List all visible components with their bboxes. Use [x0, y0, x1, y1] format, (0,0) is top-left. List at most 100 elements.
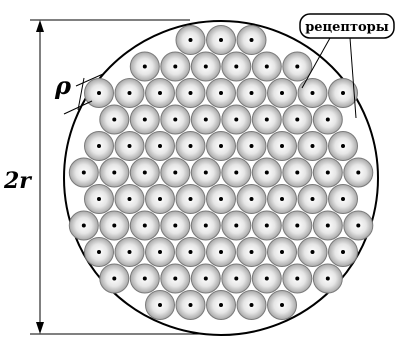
outer-circle [63, 20, 379, 336]
receptor-nucleus [127, 250, 132, 254]
receptor-nucleus [142, 276, 147, 281]
receptor-nucleus [249, 91, 254, 95]
receptor-nucleus [97, 144, 101, 148]
receptor-nucleus [127, 197, 132, 201]
receptor-nucleus [81, 170, 86, 175]
diameter-label: 2r [3, 168, 32, 194]
receptor-nucleus [173, 223, 178, 228]
receptor-nucleus [280, 144, 284, 148]
receptor-nucleus [203, 170, 208, 175]
receptor-nucleus [341, 144, 345, 148]
receptor-nucleus [325, 223, 330, 228]
receptor-nucleus [325, 170, 330, 175]
receptor-nucleus [142, 223, 147, 228]
receptor-nucleus [249, 250, 254, 254]
receptor-nucleus [280, 250, 284, 254]
receptor-nucleus [249, 38, 254, 42]
receptor-label-box [299, 13, 395, 39]
receptor-nucleus [295, 223, 300, 228]
receptor-nucleus [310, 91, 315, 95]
receptor-nucleus [234, 64, 239, 69]
receptor-nucleus [234, 223, 239, 228]
receptor-pointer-2 [349, 37, 357, 119]
receptor-nucleus [203, 117, 208, 122]
receptor-nucleus [188, 91, 193, 95]
receptor-nucleus [310, 144, 315, 148]
receptor-nucleus [310, 197, 315, 201]
receptor-nucleus [158, 91, 162, 95]
receptor-nucleus [112, 117, 117, 122]
receptor-nucleus [234, 276, 239, 281]
receptor-nucleus [341, 91, 345, 95]
receptor-nucleus [142, 117, 147, 122]
receptor-nucleus [249, 144, 254, 148]
receptor-nucleus [97, 197, 101, 201]
receptor-nucleus [264, 64, 269, 69]
receptor-nucleus [173, 170, 178, 175]
receptor-nucleus [264, 117, 269, 122]
receptor-nucleus [356, 170, 361, 175]
spacing-line-1 [75, 73, 104, 87]
receptor-nucleus [264, 276, 269, 281]
diameter-arrow-bottom [36, 322, 44, 334]
receptor-nucleus [295, 64, 300, 69]
receptor-nucleus [219, 197, 223, 201]
receptor-nucleus [219, 303, 223, 307]
receptor-nucleus [158, 303, 162, 307]
receptor-nucleus [203, 223, 208, 228]
receptor-nucleus [325, 117, 330, 122]
receptor-nucleus [341, 197, 345, 201]
receptor-nucleus [264, 223, 269, 228]
receptor-nucleus [142, 64, 147, 69]
receptor-nucleus [280, 91, 284, 95]
receptor-nucleus [249, 303, 254, 307]
receptor-nucleus [112, 276, 117, 281]
receptor-nucleus [81, 223, 86, 228]
receptor-nucleus [127, 91, 132, 95]
receptor-nucleus [188, 38, 193, 42]
receptor-nucleus [341, 250, 345, 254]
receptor-nucleus [142, 170, 147, 175]
spacing-marker: ρ [54, 71, 104, 115]
receptor-nucleus [249, 197, 254, 201]
receptor-nucleus [188, 303, 193, 307]
receptor-nucleus [158, 197, 162, 201]
receptor-nucleus [173, 276, 178, 281]
receptor-nucleus [203, 64, 208, 69]
receptor-nucleus [234, 117, 239, 122]
receptor-nucleus [264, 170, 269, 175]
receptor-nucleus [158, 250, 162, 254]
receptor-nucleus [356, 223, 361, 228]
spacing-arrow-line [77, 77, 85, 111]
receptor-nucleus [295, 170, 300, 175]
receptor-nucleus [295, 276, 300, 281]
receptor-nucleus [97, 91, 101, 95]
receptor-nucleus [127, 144, 132, 148]
spacing-label: ρ [54, 71, 72, 100]
receptor-callout: рецепторы [299, 13, 395, 119]
receptor-nucleus [325, 276, 330, 281]
receptor-nucleus [234, 170, 239, 175]
receptor-nucleus [173, 64, 178, 69]
receptor-nucleus [158, 144, 162, 148]
receptor-nucleus [219, 250, 223, 254]
receptor-nucleus [295, 117, 300, 122]
receptor-nucleus [97, 250, 101, 254]
receptor-nucleus [219, 38, 223, 42]
receptor-pointer-1 [301, 37, 331, 89]
receptor-nucleus [219, 144, 223, 148]
receptor-nucleus [219, 91, 223, 95]
receptor-nucleus [173, 117, 178, 122]
receptor-nucleus [203, 276, 208, 281]
receptor-nucleus [188, 197, 193, 201]
receptor-nucleus [188, 250, 193, 254]
receptor-nucleus [280, 197, 284, 201]
receptor-nucleus [112, 170, 117, 175]
diameter-dimension: 2r [3, 19, 205, 335]
diameter-arrow-top [36, 20, 44, 32]
receptor-label: рецепторы [305, 20, 389, 35]
receptor-nucleus [112, 223, 117, 228]
receptor-nucleus [188, 144, 193, 148]
receptor-nucleus [280, 303, 284, 307]
